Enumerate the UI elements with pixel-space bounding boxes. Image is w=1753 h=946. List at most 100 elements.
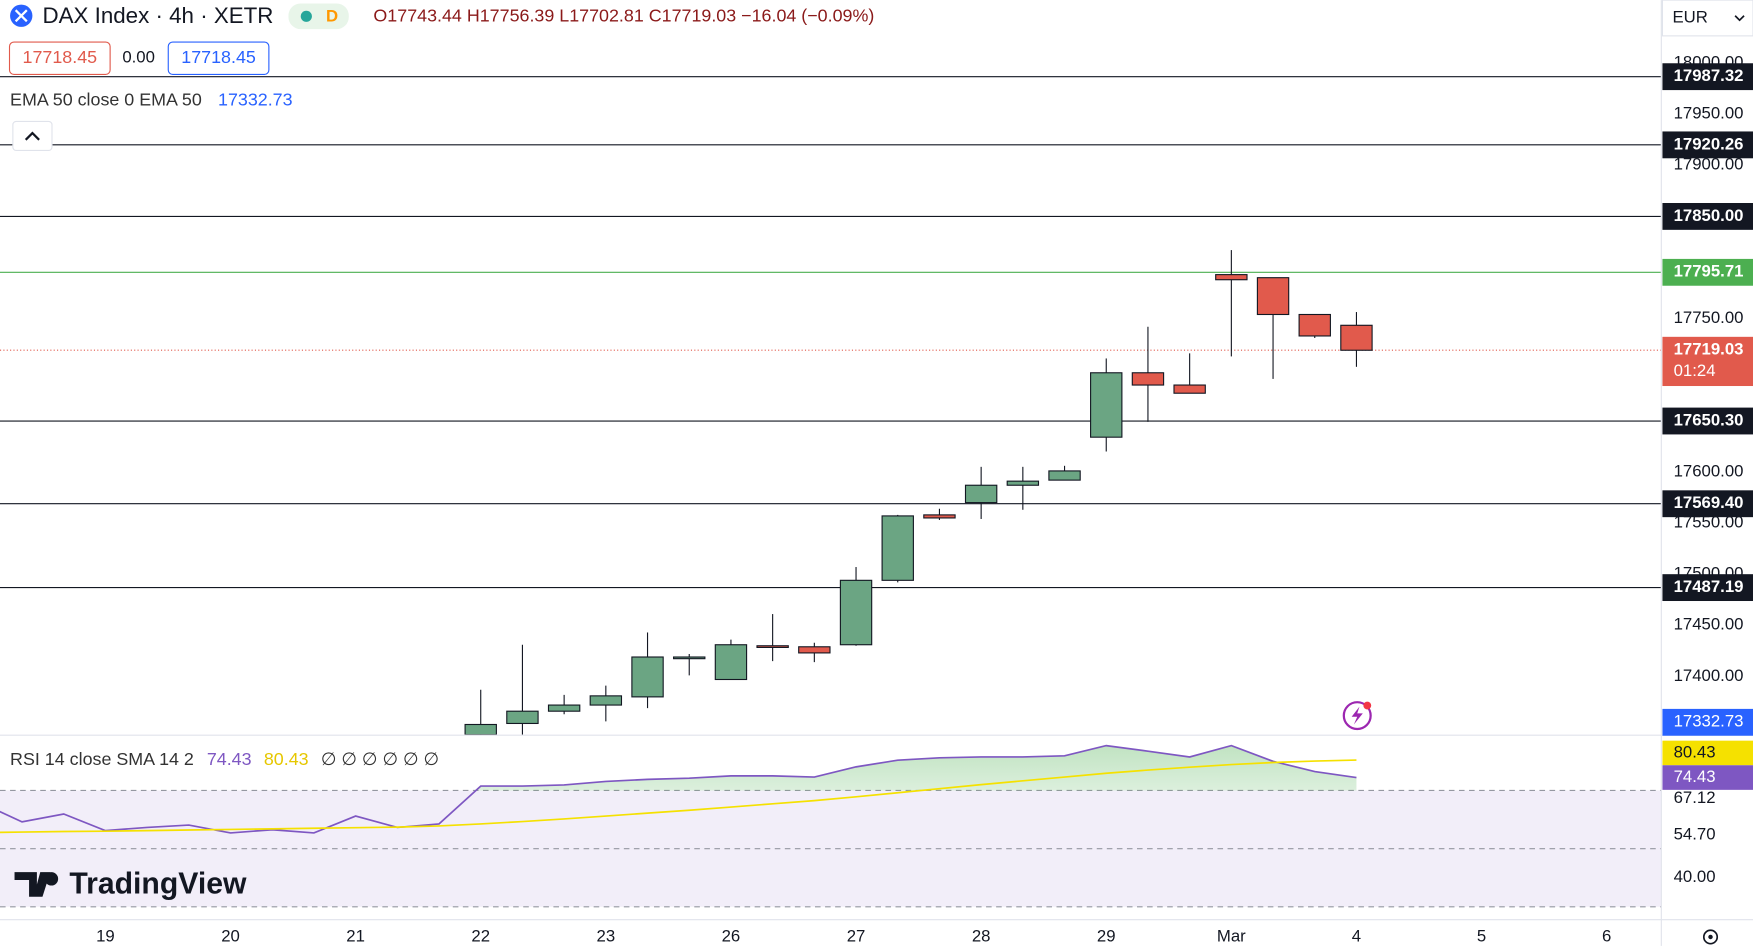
candle-body (1215, 274, 1248, 281)
y-tick-label: 17550.00 (1674, 512, 1744, 531)
rsi-legend-value: 74.43 (207, 749, 252, 769)
ohlc-legend: O17743.44 H17756.39 L17702.81 C17719.03 … (373, 6, 874, 26)
settings-icon[interactable] (1702, 929, 1719, 945)
buy-button[interactable] (167, 41, 270, 75)
candle-body (798, 646, 831, 654)
dropdown-arrow (1734, 15, 1745, 22)
price-pane (0, 76, 1662, 735)
x-tick-label: 27 (847, 926, 866, 945)
level-label: 17850.00 (1674, 206, 1744, 225)
y-tick-label: 17450.00 (1674, 615, 1744, 634)
sell-button[interactable] (8, 41, 111, 75)
level-label: 17795.71 (1674, 262, 1744, 281)
x-tick-label: 21 (346, 926, 365, 945)
y-tick-label: 17900.00 (1674, 155, 1744, 174)
sma-badge (1662, 740, 1753, 766)
level-badge (1662, 490, 1753, 518)
candle-body (1090, 372, 1123, 438)
alert-bolt (1351, 706, 1363, 725)
candle-body (756, 645, 789, 648)
candle-body (547, 704, 581, 712)
level-badge (1662, 407, 1753, 435)
candle-body (1340, 324, 1373, 351)
rsi-sma-line (0, 759, 1357, 834)
level-badge (1662, 258, 1753, 286)
y-tick-label: 17750.00 (1674, 308, 1744, 327)
candle-body (1006, 480, 1040, 486)
candle-body (1048, 470, 1081, 481)
x-tick-label: 5 (1477, 926, 1486, 945)
x-tick-label: Mar (1217, 926, 1246, 945)
candle-body (1173, 384, 1206, 394)
ema-legend-value: 17332.73 (218, 89, 293, 109)
chevron (24, 131, 40, 141)
y-tick-label: 17600.00 (1674, 461, 1744, 480)
level-badge (1662, 203, 1753, 230)
y-tick-label: 17950.00 (1674, 104, 1744, 123)
x-tick-label: 26 (722, 926, 741, 945)
ask: 17718.45 (181, 47, 256, 67)
candle-body (464, 723, 497, 735)
settings-icon-dot (1708, 934, 1713, 940)
level-label: 17920.26 (1674, 134, 1744, 153)
x-tick-label: 6 (1602, 926, 1611, 945)
interval-badge: D (326, 6, 338, 25)
price-axis: 18000.0017950.0017900.0017750.0017600.00… (1662, 52, 1753, 736)
x-tick-label: 23 (597, 926, 616, 945)
level-badge (1662, 131, 1753, 159)
x-tick-label: 29 (1097, 926, 1116, 945)
x-tick-label: 4 (1352, 926, 1361, 945)
candle-body (631, 656, 664, 698)
alert-dot (1363, 701, 1372, 710)
rsi-tick-label: 40.00 (1674, 867, 1716, 886)
candle-body (1256, 277, 1290, 316)
status-pill[interactable] (288, 3, 349, 30)
level-label: 17569.40 (1674, 493, 1744, 512)
symbol-logo-mark (14, 9, 28, 23)
x-tick-label: 28 (972, 926, 991, 945)
ema-legend: EMA 50 close 0 EMA 50 (10, 89, 202, 109)
candle-body (1298, 313, 1331, 337)
rsi-tick-label: 67.12 (1674, 788, 1716, 807)
symbol-title: DAX Index · 4h · XETR (42, 3, 273, 28)
candle-body (673, 656, 706, 660)
rsi-pane (0, 744, 1662, 908)
candle-body (589, 695, 623, 706)
ema-label: 17332.73 (1674, 712, 1744, 731)
brand-logo (14, 872, 59, 897)
currency: EUR (1673, 7, 1708, 26)
level-label: 17487.19 (1674, 577, 1744, 596)
bid: 17718.45 (23, 47, 98, 67)
rsi-legend: RSI 14 close SMA 14 2 (10, 749, 194, 769)
brand: TradingView (69, 868, 247, 901)
rsi-overbought-fill (475, 745, 1357, 791)
candle-body (881, 515, 914, 581)
price-badge (1662, 336, 1753, 387)
level-label: 17650.30 (1674, 410, 1744, 429)
level-label: 17987.32 (1674, 66, 1744, 85)
collapse-button[interactable] (12, 120, 53, 152)
candle-body (923, 514, 956, 519)
countdown: 01:24 (1674, 361, 1716, 380)
rsi-placeholders: ∅ ∅ ∅ ∅ ∅ ∅ (321, 749, 439, 769)
rsi-tick-label: 54.70 (1674, 824, 1716, 843)
level-badge (1662, 574, 1753, 602)
x-tick-label: 22 (471, 926, 490, 945)
candle-body (506, 710, 539, 725)
ema-badge (1662, 708, 1753, 736)
sma-label: 80.43 (1674, 742, 1716, 761)
status-dot (300, 10, 312, 22)
candle-body (714, 644, 748, 681)
candle-body (1131, 372, 1165, 386)
level-badge (1662, 63, 1753, 91)
rsi-badge (1662, 765, 1753, 790)
candle-body (964, 484, 998, 504)
y-tick-label: 17400.00 (1674, 666, 1744, 685)
x-tick-label: 19 (96, 926, 115, 945)
spread: 0.00 (122, 48, 155, 67)
price-label: 17719.03 (1674, 340, 1744, 359)
candle-body (839, 579, 873, 646)
x-tick-label: 20 (221, 926, 240, 945)
sma-legend-value: 80.43 (264, 749, 309, 769)
